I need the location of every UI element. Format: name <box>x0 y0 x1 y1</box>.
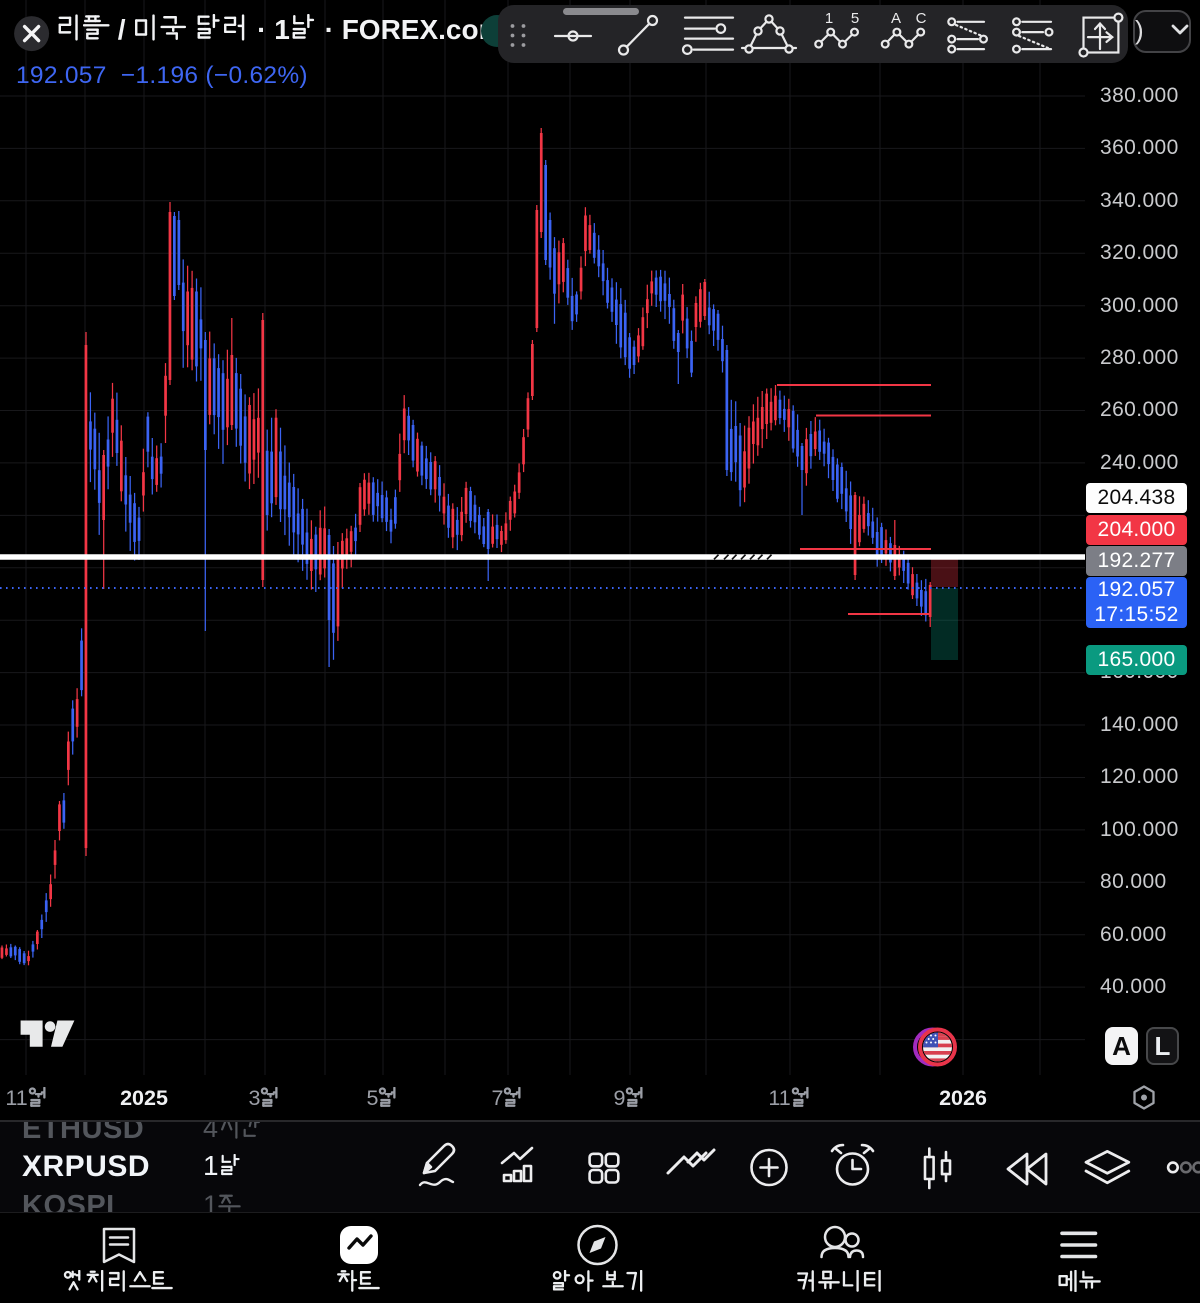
svg-text:1: 1 <box>825 10 833 27</box>
svg-text:A: A <box>891 10 901 27</box>
svg-text:C: C <box>916 10 927 27</box>
svg-text:5: 5 <box>851 10 859 27</box>
